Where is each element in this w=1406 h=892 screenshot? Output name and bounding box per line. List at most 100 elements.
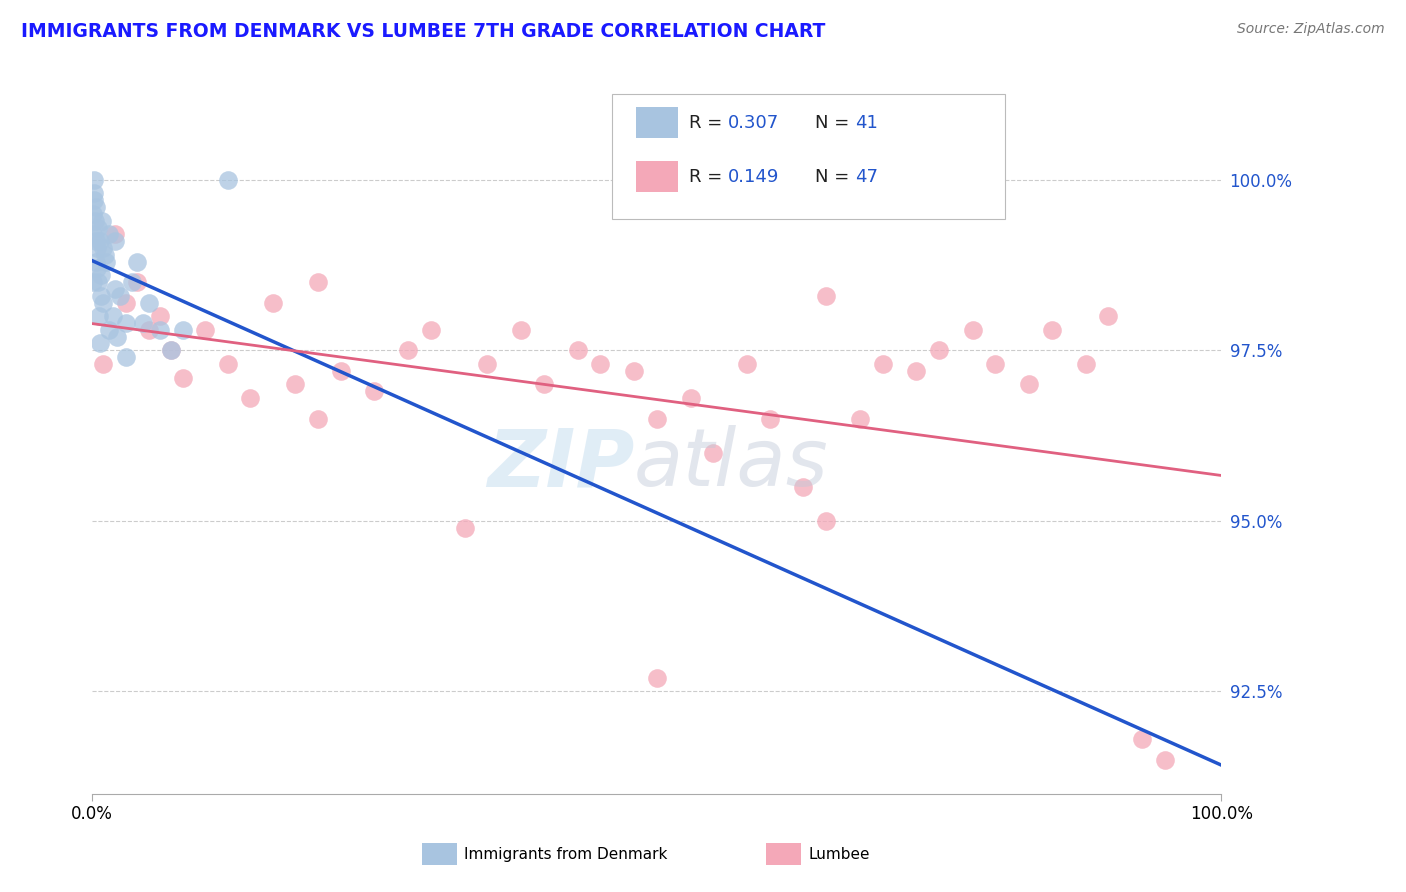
Point	[679, 391, 702, 405]
Point	[84, 213, 107, 227]
Point	[91, 213, 114, 227]
Point	[104, 227, 127, 242]
Point	[98, 227, 121, 242]
Point	[217, 357, 239, 371]
Point	[84, 254, 107, 268]
Point	[93, 248, 115, 262]
Point	[82, 275, 104, 289]
Point	[589, 357, 612, 371]
Point	[138, 323, 160, 337]
Point	[87, 309, 110, 323]
Point	[84, 234, 107, 248]
Point	[160, 343, 183, 358]
Text: 0.149: 0.149	[728, 168, 780, 186]
Point	[87, 275, 110, 289]
Point	[1040, 323, 1063, 337]
Point	[1074, 357, 1097, 371]
Point	[623, 364, 645, 378]
Point	[962, 323, 984, 337]
Point	[1153, 753, 1175, 767]
Point	[127, 254, 149, 268]
Point	[194, 323, 217, 337]
Point	[792, 480, 814, 494]
Text: IMMIGRANTS FROM DENMARK VS LUMBEE 7TH GRADE CORRELATION CHART: IMMIGRANTS FROM DENMARK VS LUMBEE 7TH GR…	[21, 22, 825, 41]
Point	[86, 261, 108, 276]
Point	[101, 309, 124, 323]
Point	[567, 343, 589, 358]
Text: R =: R =	[689, 168, 728, 186]
Point	[89, 234, 111, 248]
Text: 41: 41	[855, 114, 877, 132]
Point	[645, 411, 668, 425]
Point	[87, 220, 110, 235]
Point	[815, 514, 838, 528]
Point	[110, 289, 132, 303]
Point	[94, 254, 117, 268]
Point	[172, 370, 194, 384]
Point	[454, 521, 477, 535]
Point	[217, 173, 239, 187]
Point	[104, 282, 127, 296]
Point	[105, 329, 128, 343]
Point	[127, 275, 149, 289]
Point	[872, 357, 894, 371]
Point	[239, 391, 262, 405]
Point	[477, 357, 499, 371]
Point	[307, 275, 329, 289]
Point	[849, 411, 872, 425]
Point	[83, 173, 105, 187]
Point	[160, 343, 183, 358]
Point	[815, 289, 838, 303]
Point	[90, 289, 112, 303]
Text: Source: ZipAtlas.com: Source: ZipAtlas.com	[1237, 22, 1385, 37]
Point	[329, 364, 352, 378]
Point	[84, 200, 107, 214]
Point	[533, 377, 555, 392]
Point	[83, 193, 105, 207]
Point	[89, 336, 111, 351]
Text: R =: R =	[689, 114, 728, 132]
Point	[98, 323, 121, 337]
Point	[284, 377, 307, 392]
Point	[149, 323, 172, 337]
Point	[905, 364, 928, 378]
Text: ZIP: ZIP	[486, 425, 634, 503]
Point	[115, 316, 138, 330]
Point	[396, 343, 419, 358]
Point	[510, 323, 533, 337]
Point	[121, 275, 143, 289]
Text: 0.307: 0.307	[728, 114, 779, 132]
Point	[115, 295, 138, 310]
Point	[115, 350, 138, 364]
Text: N =: N =	[815, 168, 855, 186]
Point	[132, 316, 155, 330]
Point	[82, 207, 104, 221]
Point	[86, 241, 108, 255]
Point	[363, 384, 385, 399]
Point	[262, 295, 284, 310]
Point	[93, 241, 115, 255]
Point	[307, 411, 329, 425]
Point	[138, 295, 160, 310]
Point	[172, 323, 194, 337]
Point	[758, 411, 780, 425]
Text: atlas: atlas	[634, 425, 830, 503]
Point	[928, 343, 950, 358]
Point	[1097, 309, 1119, 323]
Point	[1130, 732, 1153, 747]
Point	[93, 357, 115, 371]
Point	[702, 445, 724, 459]
Text: N =: N =	[815, 114, 855, 132]
Point	[149, 309, 172, 323]
Text: Immigrants from Denmark: Immigrants from Denmark	[464, 847, 668, 862]
Point	[82, 227, 104, 242]
Point	[104, 234, 127, 248]
Point	[90, 268, 112, 283]
Point	[735, 357, 758, 371]
Point	[645, 671, 668, 685]
Point	[419, 323, 441, 337]
Point	[1018, 377, 1040, 392]
Text: Lumbee: Lumbee	[808, 847, 870, 862]
Point	[984, 357, 1007, 371]
Point	[93, 295, 115, 310]
